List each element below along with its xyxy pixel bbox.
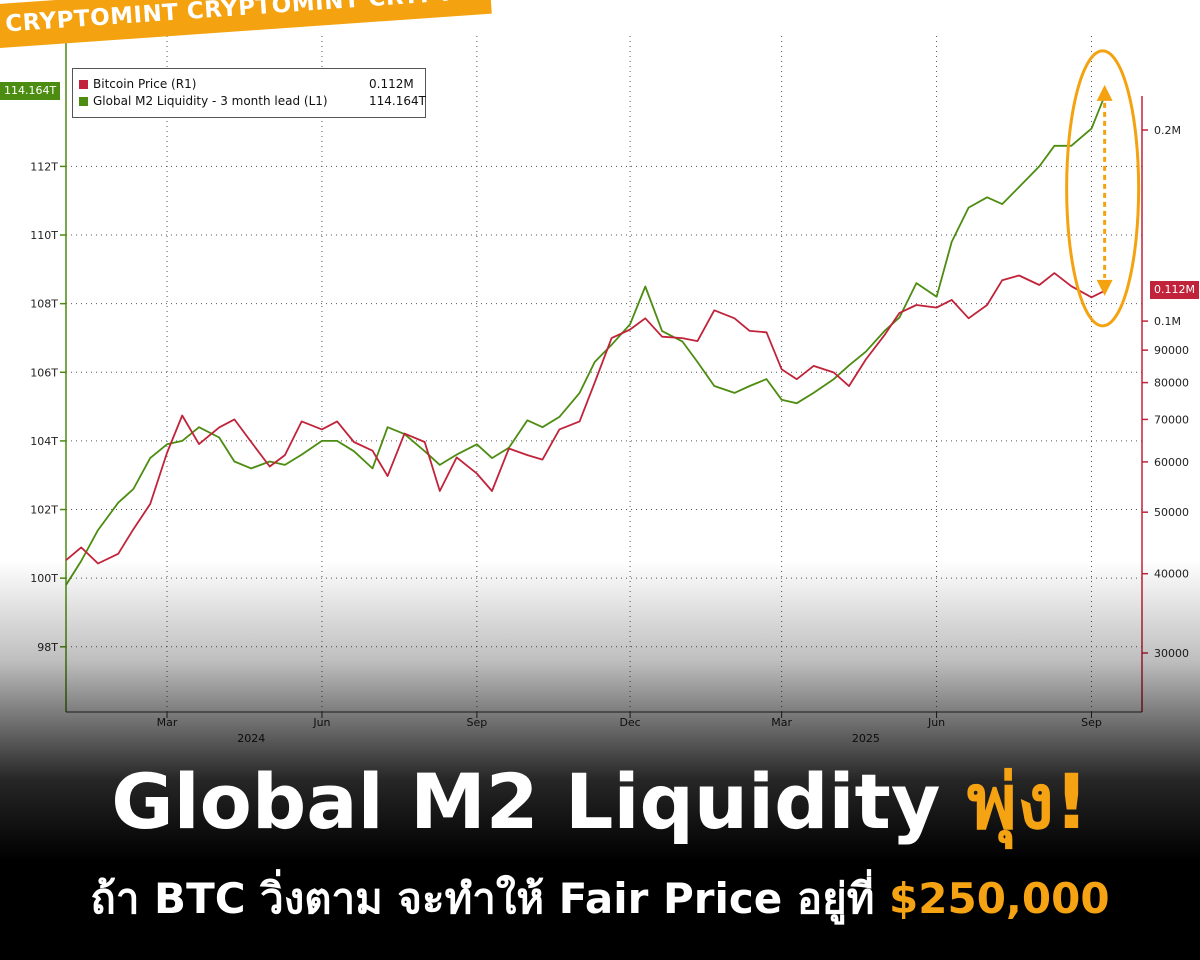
arrow-head-up bbox=[1096, 84, 1113, 101]
x-tick-label: Jun bbox=[312, 716, 330, 729]
y-left-tick-label: 110T bbox=[30, 229, 58, 242]
grid-lines bbox=[66, 36, 1142, 712]
y-right-tick-label: 70000 bbox=[1154, 413, 1189, 426]
y-left-tick-label: 108T bbox=[30, 298, 58, 311]
y-left-tick-label: 104T bbox=[30, 435, 58, 448]
legend-label-btc: Bitcoin Price (R1) bbox=[93, 77, 197, 91]
arrow-head-down bbox=[1096, 279, 1113, 296]
subheadline-main: ถ้า BTC วิ่งตาม จะทำให้ Fair Price อยู่ท… bbox=[90, 874, 890, 923]
fair-price-value: $250,000 bbox=[889, 874, 1110, 923]
series-line-btc bbox=[65, 272, 1108, 565]
y-left-tick-label: 112T bbox=[30, 160, 58, 173]
y-right-tick-label: 80000 bbox=[1154, 377, 1189, 390]
series-line-m2 bbox=[65, 90, 1108, 586]
legend-swatch-m2 bbox=[79, 97, 88, 106]
subheadline: ถ้า BTC วิ่งตาม จะทำให้ Fair Price อยู่ท… bbox=[0, 866, 1200, 932]
headline-main: Global M2 Liquidity bbox=[111, 757, 967, 846]
y-right-tick-label: 0.2M bbox=[1154, 124, 1181, 137]
y-right-tick-label: 40000 bbox=[1154, 568, 1189, 581]
legend-entry-btc: Bitcoin Price (R1) 0.112M bbox=[79, 77, 419, 93]
y-left-tick-label: 106T bbox=[30, 366, 58, 379]
x-tick-label: Jun bbox=[927, 716, 945, 729]
headline-highlight: พุ่ง! bbox=[966, 757, 1089, 846]
legend-value-m2: 114.164T bbox=[369, 94, 426, 108]
last-value-tag-right: 0.112M bbox=[1150, 280, 1199, 299]
y-right-tick-label: 50000 bbox=[1154, 506, 1189, 519]
y-left-tick-label: 100T bbox=[30, 572, 58, 585]
y-right-tick-label: 90000 bbox=[1154, 344, 1189, 357]
y-right-tick-label: 60000 bbox=[1154, 456, 1189, 469]
series-layer bbox=[65, 90, 1108, 586]
chart-legend: Bitcoin Price (R1) 0.112M Global M2 Liqu… bbox=[72, 68, 426, 118]
y-right-tick-label: 0.1M bbox=[1154, 315, 1181, 328]
x-tick-label: Dec bbox=[619, 716, 640, 729]
x-tick-label: Mar bbox=[157, 716, 178, 729]
legend-swatch-btc bbox=[79, 80, 88, 89]
x-tick-label: Sep bbox=[1081, 716, 1102, 729]
annotation-layer bbox=[1065, 49, 1141, 328]
y-left-tick-label: 102T bbox=[30, 504, 58, 517]
x-tick-label: Mar bbox=[771, 716, 792, 729]
y-right-tick-label: 30000 bbox=[1154, 647, 1189, 660]
y-left-tick-label: 98T bbox=[37, 641, 58, 654]
headline: Global M2 Liquidity พุ่ง! bbox=[0, 742, 1200, 862]
legend-label-m2: Global M2 Liquidity - 3 month lead (L1) bbox=[93, 94, 328, 108]
legend-value-btc: 0.112M bbox=[369, 77, 414, 91]
x-tick-label: Sep bbox=[466, 716, 487, 729]
legend-entry-m2: Global M2 Liquidity - 3 month lead (L1) … bbox=[79, 94, 426, 110]
last-value-tag-left: 114.164T bbox=[0, 81, 61, 100]
highlight-ellipse bbox=[1065, 49, 1141, 328]
